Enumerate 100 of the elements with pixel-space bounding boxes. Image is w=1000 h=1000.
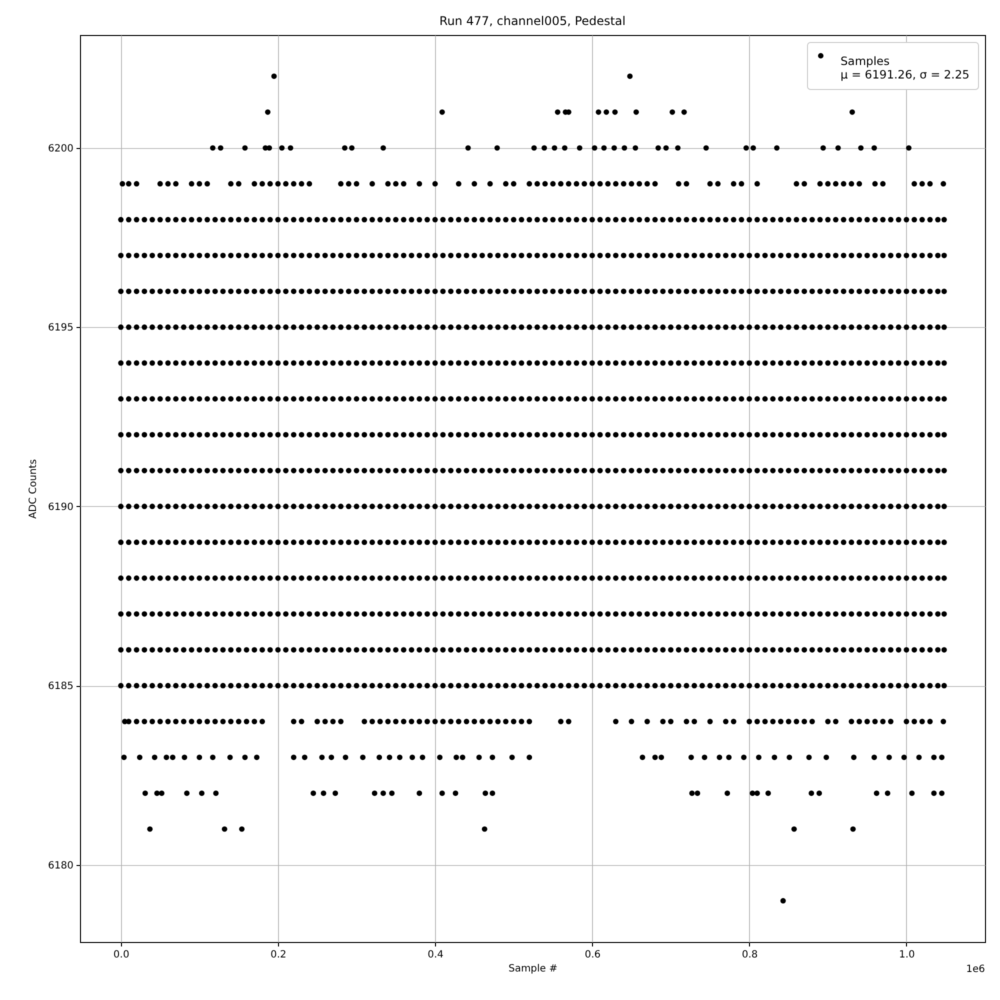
point bbox=[601, 145, 607, 151]
point bbox=[242, 145, 248, 151]
point bbox=[302, 754, 308, 760]
point bbox=[154, 790, 160, 796]
point bbox=[372, 790, 378, 796]
point bbox=[851, 754, 857, 760]
x-tick-label: 0.2 bbox=[270, 950, 286, 960]
point bbox=[780, 898, 786, 904]
point bbox=[849, 109, 855, 115]
point bbox=[754, 790, 760, 796]
point bbox=[824, 754, 830, 760]
point bbox=[604, 109, 610, 115]
x-tick-label: 0.8 bbox=[742, 950, 758, 960]
point bbox=[254, 754, 260, 760]
point bbox=[222, 826, 228, 832]
point bbox=[526, 754, 532, 760]
point bbox=[437, 754, 443, 760]
point bbox=[633, 109, 639, 115]
point bbox=[850, 826, 856, 832]
point bbox=[136, 754, 142, 760]
point bbox=[509, 754, 515, 760]
point bbox=[416, 790, 422, 796]
point bbox=[741, 754, 747, 760]
point bbox=[703, 145, 709, 151]
point bbox=[670, 109, 676, 115]
point bbox=[652, 754, 658, 760]
point bbox=[482, 790, 488, 796]
point bbox=[939, 754, 945, 760]
point bbox=[271, 73, 277, 79]
point bbox=[210, 754, 216, 760]
point bbox=[772, 754, 778, 760]
point bbox=[786, 754, 792, 760]
point bbox=[319, 754, 325, 760]
point bbox=[931, 790, 937, 796]
point bbox=[726, 754, 732, 760]
legend-label: Samples μ = 6191.26, σ = 2.25 bbox=[840, 54, 970, 82]
point bbox=[199, 790, 205, 796]
y-tick-label: 6200 bbox=[48, 143, 74, 154]
point bbox=[482, 826, 488, 832]
point bbox=[210, 145, 216, 151]
point bbox=[490, 790, 496, 796]
point bbox=[681, 109, 687, 115]
y-tick-label: 6185 bbox=[48, 681, 74, 692]
point bbox=[716, 754, 722, 760]
point bbox=[380, 145, 386, 151]
point bbox=[290, 754, 296, 760]
point bbox=[147, 826, 153, 832]
point bbox=[279, 145, 285, 151]
point bbox=[182, 754, 188, 760]
point bbox=[328, 754, 334, 760]
x-tick-label: 0.4 bbox=[428, 950, 444, 960]
point bbox=[460, 754, 466, 760]
y-tick-label: 6195 bbox=[48, 322, 74, 334]
point bbox=[886, 754, 892, 760]
point bbox=[658, 754, 664, 760]
point bbox=[410, 754, 416, 760]
x-tick-label: 0.0 bbox=[113, 950, 130, 960]
point bbox=[420, 754, 426, 760]
point bbox=[663, 145, 669, 151]
point bbox=[170, 754, 176, 760]
point bbox=[632, 145, 638, 151]
point bbox=[909, 790, 915, 796]
point bbox=[554, 109, 560, 115]
point bbox=[596, 109, 602, 115]
point bbox=[386, 754, 392, 760]
point bbox=[342, 145, 348, 151]
point bbox=[806, 754, 812, 760]
point bbox=[342, 754, 348, 760]
point bbox=[931, 754, 937, 760]
point bbox=[380, 790, 386, 796]
point bbox=[611, 145, 617, 151]
point bbox=[454, 754, 460, 760]
y-tick-label: 6180 bbox=[48, 860, 74, 872]
x-tick-label: 0.6 bbox=[584, 950, 601, 960]
point bbox=[906, 145, 912, 151]
point bbox=[612, 109, 618, 115]
point bbox=[562, 145, 568, 151]
point bbox=[476, 754, 482, 760]
point bbox=[376, 754, 382, 760]
point bbox=[494, 145, 500, 151]
x-tick-label: 1.0 bbox=[898, 950, 915, 960]
point bbox=[901, 754, 907, 760]
point bbox=[349, 145, 355, 151]
point bbox=[592, 145, 598, 151]
point bbox=[820, 145, 826, 151]
point bbox=[858, 145, 864, 151]
point bbox=[396, 754, 402, 760]
point bbox=[452, 790, 458, 796]
x-axis-title: Sample # bbox=[508, 964, 558, 974]
point bbox=[694, 790, 700, 796]
point bbox=[756, 754, 762, 760]
y-tick-label: 6190 bbox=[48, 502, 74, 513]
point bbox=[265, 109, 270, 115]
point bbox=[871, 754, 877, 760]
point bbox=[702, 754, 708, 760]
point bbox=[184, 790, 190, 796]
point bbox=[288, 145, 294, 151]
point bbox=[490, 754, 496, 760]
point bbox=[835, 145, 841, 151]
point bbox=[332, 790, 338, 796]
